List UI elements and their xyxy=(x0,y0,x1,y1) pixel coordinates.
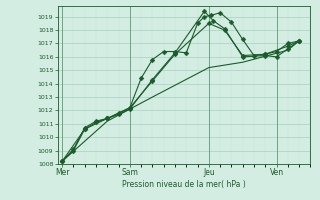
X-axis label: Pression niveau de la mer( hPa ): Pression niveau de la mer( hPa ) xyxy=(122,180,246,189)
